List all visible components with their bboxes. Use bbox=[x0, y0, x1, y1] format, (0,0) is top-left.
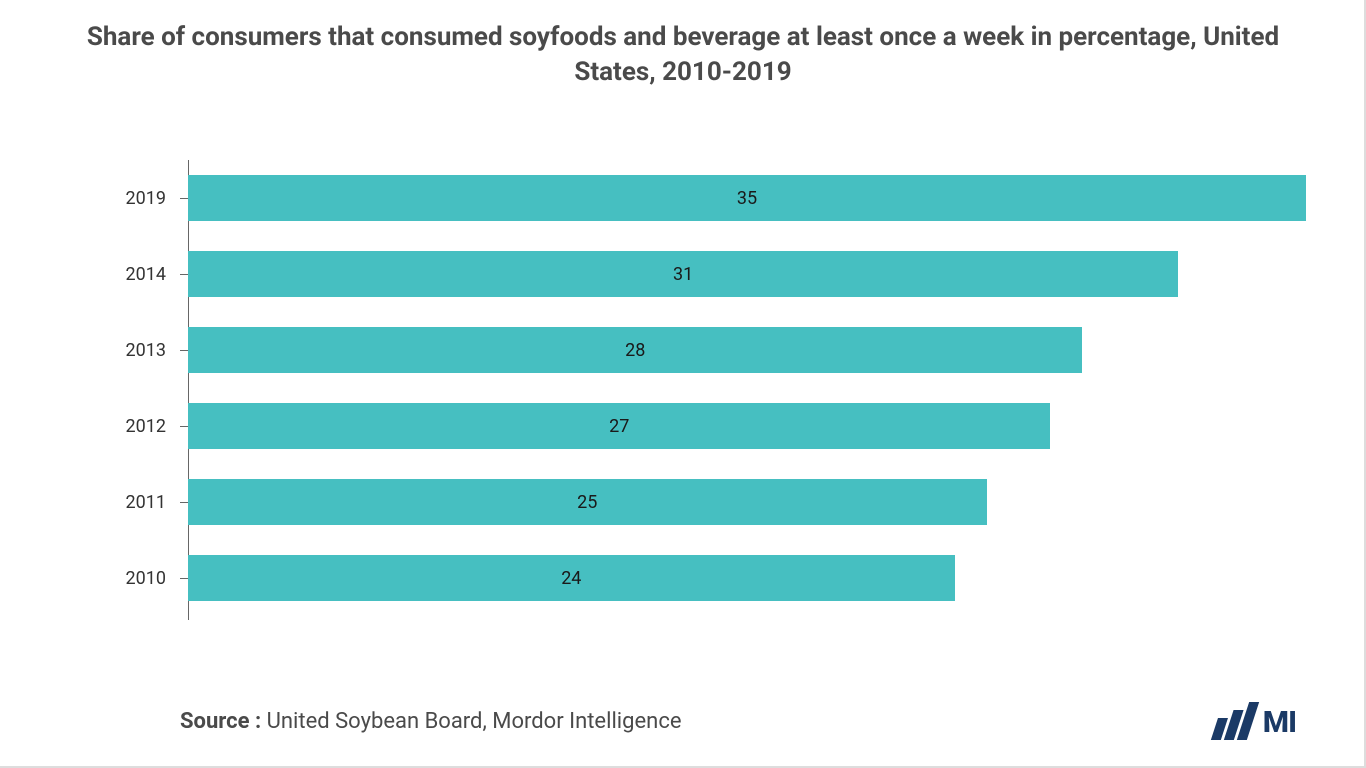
bar-value-label: 31 bbox=[673, 264, 693, 285]
bar-row: 2011 25 bbox=[60, 464, 1306, 540]
chart-title: Share of consumers that consumed soyfood… bbox=[0, 0, 1366, 100]
axis-tick bbox=[180, 350, 188, 351]
bar: 31 bbox=[188, 251, 1178, 297]
chart-area: 2019 35 2014 31 2013 28 2012 27 bbox=[60, 160, 1306, 620]
axis-tick bbox=[180, 198, 188, 199]
y-category-label: 2013 bbox=[60, 340, 180, 361]
bar-track: 31 bbox=[188, 251, 1306, 297]
source-text: Source : United Soybean Board, Mordor In… bbox=[180, 709, 682, 734]
brand-logo: MI bbox=[1217, 702, 1296, 740]
y-category-label: 2019 bbox=[60, 188, 180, 209]
bar-track: 25 bbox=[188, 479, 1306, 525]
y-category-label: 2010 bbox=[60, 568, 180, 589]
chart-footer: Source : United Soybean Board, Mordor In… bbox=[0, 702, 1366, 740]
bar-track: 35 bbox=[188, 175, 1306, 221]
bar-value-label: 28 bbox=[625, 340, 645, 361]
bar-row: 2012 27 bbox=[60, 388, 1306, 464]
axis-tick bbox=[180, 578, 188, 579]
bar: 27 bbox=[188, 403, 1050, 449]
logo-stripes-icon bbox=[1211, 702, 1259, 740]
bar-value-label: 27 bbox=[609, 416, 629, 437]
axis-tick bbox=[180, 426, 188, 427]
bar: 24 bbox=[188, 555, 955, 601]
y-category-label: 2014 bbox=[60, 264, 180, 285]
bar-row: 2014 31 bbox=[60, 236, 1306, 312]
bar-track: 27 bbox=[188, 403, 1306, 449]
axis-tick bbox=[180, 274, 188, 275]
bar-row: 2013 28 bbox=[60, 312, 1306, 388]
bar: 35 bbox=[188, 175, 1306, 221]
bar-track: 24 bbox=[188, 555, 1306, 601]
bar-value-label: 35 bbox=[737, 188, 757, 209]
y-category-label: 2011 bbox=[60, 492, 180, 513]
axis-tick bbox=[180, 502, 188, 503]
bar-row: 2010 24 bbox=[60, 540, 1306, 616]
bar: 28 bbox=[188, 327, 1082, 373]
source-value: United Soybean Board, Mordor Intelligenc… bbox=[267, 709, 682, 734]
bar: 25 bbox=[188, 479, 987, 525]
y-category-label: 2012 bbox=[60, 416, 180, 437]
source-label: Source : bbox=[180, 709, 261, 734]
bar-row: 2019 35 bbox=[60, 160, 1306, 236]
logo-text: MI bbox=[1263, 705, 1296, 740]
y-axis-line bbox=[188, 160, 189, 620]
bar-value-label: 25 bbox=[577, 492, 597, 513]
bar-track: 28 bbox=[188, 327, 1306, 373]
bar-value-label: 24 bbox=[561, 568, 581, 589]
